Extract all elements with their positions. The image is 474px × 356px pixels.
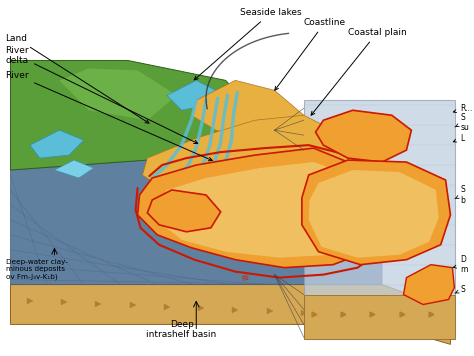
- Polygon shape: [59, 68, 177, 120]
- Polygon shape: [316, 110, 411, 162]
- Polygon shape: [309, 170, 439, 258]
- Polygon shape: [316, 110, 411, 162]
- Text: L: L: [453, 134, 465, 143]
- Polygon shape: [155, 162, 377, 258]
- Polygon shape: [30, 130, 84, 158]
- Polygon shape: [137, 148, 392, 268]
- Polygon shape: [191, 80, 304, 140]
- Polygon shape: [10, 61, 274, 170]
- Text: ≋: ≋: [240, 272, 250, 283]
- Polygon shape: [10, 160, 382, 284]
- Polygon shape: [55, 160, 93, 178]
- Text: Coastline: Coastline: [275, 18, 346, 90]
- Polygon shape: [167, 80, 216, 110]
- Text: Land: Land: [6, 34, 149, 123]
- Text: S
b: S b: [455, 185, 465, 205]
- Text: R...: R...: [453, 104, 473, 113]
- Text: River
delta: River delta: [6, 46, 198, 143]
- Text: Deep
intrashelf basin: Deep intrashelf basin: [146, 320, 217, 339]
- Text: S
su: S su: [455, 112, 469, 132]
- Polygon shape: [403, 265, 455, 304]
- Text: S: S: [455, 285, 465, 294]
- Polygon shape: [304, 100, 456, 339]
- Text: Coastal plain: Coastal plain: [311, 28, 407, 115]
- Polygon shape: [302, 160, 450, 265]
- Text: River: River: [6, 71, 212, 161]
- Text: Seaside lakes: Seaside lakes: [194, 8, 302, 80]
- Text: D
m: D m: [453, 255, 468, 274]
- Text: Deep-water clay-
minous deposits
ov Fm-J₃v-K₁b): Deep-water clay- minous deposits ov Fm-J…: [6, 260, 67, 280]
- Polygon shape: [304, 294, 456, 339]
- Polygon shape: [10, 284, 450, 344]
- Polygon shape: [143, 115, 363, 198]
- Polygon shape: [147, 190, 221, 232]
